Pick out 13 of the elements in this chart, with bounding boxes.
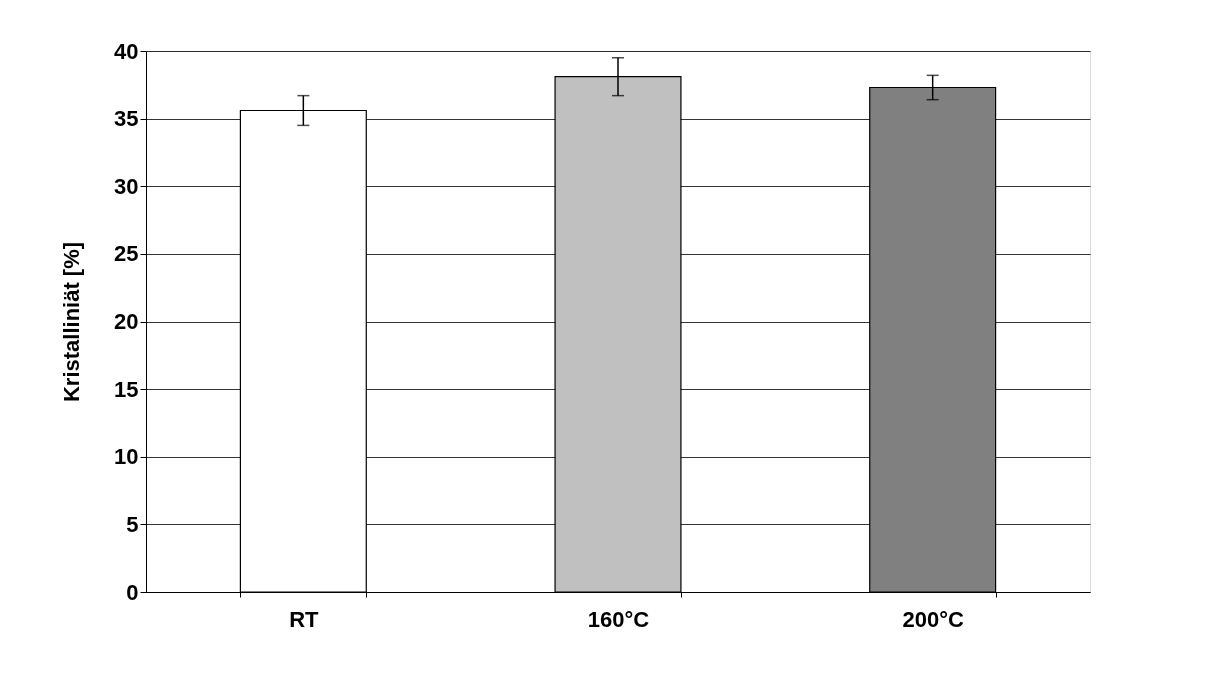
y-tick-label: 15 (114, 376, 139, 402)
y-tick-label: 10 (114, 444, 139, 470)
x-tick-label: 160°C (587, 606, 650, 632)
y-tick-label: 20 (114, 309, 139, 334)
x-tick-label: RT (289, 606, 320, 632)
y-tick-label: 25 (114, 241, 139, 267)
y-tick-label: 0 (126, 579, 139, 605)
y-tick-label: 35 (114, 106, 139, 132)
y-axis-title: Kristalliniät [%] (59, 241, 85, 403)
y-tick-label: 30 (114, 173, 139, 199)
x-tick-label: 200°C (902, 606, 964, 632)
y-tick-label: 5 (126, 511, 139, 537)
y-tick-label: 40 (114, 38, 139, 64)
